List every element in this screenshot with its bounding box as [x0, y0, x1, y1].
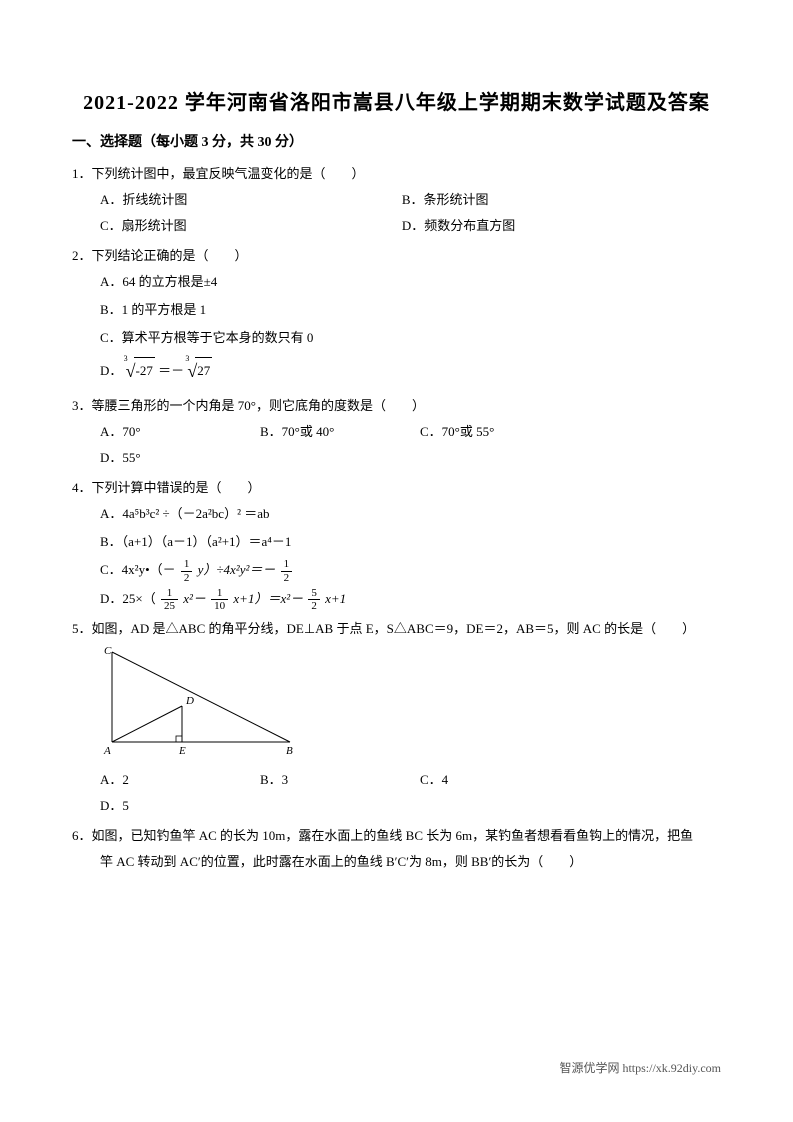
q4-options: A．4a⁵b³c² ÷（－2a²bc）² ＝ab B．（a+1）（a－1）（a²… [72, 501, 721, 612]
q4-opt-d: D．25×（ 1 25 x²－ 1 10 x+1）＝x²－ 5 2 x+1 [100, 586, 721, 613]
question-2: 2．下列结论正确的是（ ） A．64 的立方根是±4 B．1 的平方根是 1 C… [72, 243, 721, 389]
question-4: 4．下列计算中错误的是（ ） A．4a⁵b³c² ÷（－2a²bc）² ＝ab … [72, 475, 721, 612]
q4-d-mid2: x+1）＝x²－ [233, 591, 303, 606]
q5-figure: C A B D E [72, 646, 721, 765]
q6-line1: 6．如图，已知钓鱼竿 AC 的长为 10m，露在水面上的鱼线 BC 长为 6m，… [72, 823, 721, 849]
q4-c-prefix: C．4x²y•（－ [100, 562, 176, 577]
q1-opt-b: B．条形统计图 [402, 187, 694, 213]
q4-opt-b: B．（a+1）（a－1）（a²+1）＝a⁴－1 [100, 529, 721, 555]
q3-options: A．70° B．70°或 40° C．70°或 55° D．55° [72, 419, 721, 471]
q4-stem: 4．下列计算中错误的是（ ） [72, 475, 721, 501]
q6-line2: 竿 AC 转动到 AC′的位置，此时露在水面上的鱼线 B′C′为 8m，则 BB… [72, 849, 721, 875]
q2-opt-a: A．64 的立方根是±4 [100, 269, 721, 295]
fraction-icon: 1 10 [211, 587, 228, 612]
q4-opt-c: C．4x²y•（－ 1 2 y）÷4x²y²＝－ 1 2 [100, 557, 721, 584]
svg-text:C: C [104, 646, 112, 657]
q5-options: A．2 B．3 C．4 D．5 [72, 767, 721, 819]
exam-page: 2021-2022 学年河南省洛阳市嵩县八年级上学期期末数学试题及答案 一、选择… [0, 0, 793, 1122]
q1-opt-c: C．扇形统计图 [100, 213, 392, 239]
question-6: 6．如图，已知钓鱼竿 AC 的长为 10m，露在水面上的鱼线 BC 长为 6m，… [72, 823, 721, 875]
fraction-icon: 1 2 [281, 558, 293, 583]
q2-d-mid: ＝－ [158, 363, 187, 378]
q5-opt-d: D．5 [100, 793, 250, 819]
q3-opt-a: A．70° [100, 419, 250, 445]
q2-options: A．64 的立方根是±4 B．1 的平方根是 1 C．算术平方根等于它本身的数只… [72, 269, 721, 389]
q1-opt-d: D．频数分布直方图 [402, 213, 694, 239]
q5-opt-c: C．4 [420, 767, 570, 793]
svg-text:D: D [185, 695, 194, 707]
q4-c-mid: y）÷4x²y²＝－ [198, 562, 276, 577]
q3-stem: 3．等腰三角形的一个内角是 70°，则它底角的度数是（ ） [72, 393, 721, 419]
fraction-icon: 5 2 [308, 587, 320, 612]
q3-opt-b: B．70°或 40° [260, 419, 410, 445]
footer-source: 智源优学网 https://xk.92diy.com [559, 1059, 721, 1076]
q3-opt-d: D．55° [100, 445, 250, 471]
q5-opt-a: A．2 [100, 767, 250, 793]
q2-d-prefix: D． [100, 363, 122, 378]
svg-text:B: B [286, 745, 293, 756]
triangle-diagram-icon: C A B D E [100, 646, 295, 756]
q2-opt-b: B．1 的平方根是 1 [100, 297, 721, 323]
q2-opt-c: C．算术平方根等于它本身的数只有 0 [100, 325, 721, 351]
fraction-icon: 1 25 [161, 587, 178, 612]
cube-root-icon: 3 √-27 [126, 353, 155, 389]
svg-text:E: E [178, 745, 186, 756]
q4-d-suffix: x+1 [325, 591, 346, 606]
q4-opt-a: A．4a⁵b³c² ÷（－2a²bc）² ＝ab [100, 501, 721, 527]
section-heading: 一、选择题（每小题 3 分，共 30 分） [72, 131, 721, 151]
q1-opt-a: A．折线统计图 [100, 187, 392, 213]
q5-opt-b: B．3 [260, 767, 410, 793]
question-3: 3．等腰三角形的一个内角是 70°，则它底角的度数是（ ） A．70° B．70… [72, 393, 721, 471]
question-5: 5．如图，AD 是△ABC 的角平分线，DE⊥AB 于点 E，S△ABC＝9，D… [72, 616, 721, 819]
q5-stem: 5．如图，AD 是△ABC 的角平分线，DE⊥AB 于点 E，S△ABC＝9，D… [72, 616, 721, 642]
q1-stem: 1．下列统计图中，最宜反映气温变化的是（ ） [72, 161, 721, 187]
q2-opt-d: D． 3 √-27 ＝－ 3 √27 [100, 353, 721, 389]
q2-stem: 2．下列结论正确的是（ ） [72, 243, 721, 269]
q3-opt-c: C．70°或 55° [420, 419, 570, 445]
svg-text:A: A [103, 745, 111, 756]
q4-d-prefix: D．25×（ [100, 591, 156, 606]
page-title: 2021-2022 学年河南省洛阳市嵩县八年级上学期期末数学试题及答案 [72, 86, 721, 115]
q1-options: A．折线统计图 B．条形统计图 C．扇形统计图 D．频数分布直方图 [72, 187, 721, 239]
fraction-icon: 1 2 [181, 558, 193, 583]
cube-root-icon: 3 √27 [187, 353, 212, 389]
question-1: 1．下列统计图中，最宜反映气温变化的是（ ） A．折线统计图 B．条形统计图 C… [72, 161, 721, 239]
q4-d-mid1: x²－ [183, 591, 206, 606]
